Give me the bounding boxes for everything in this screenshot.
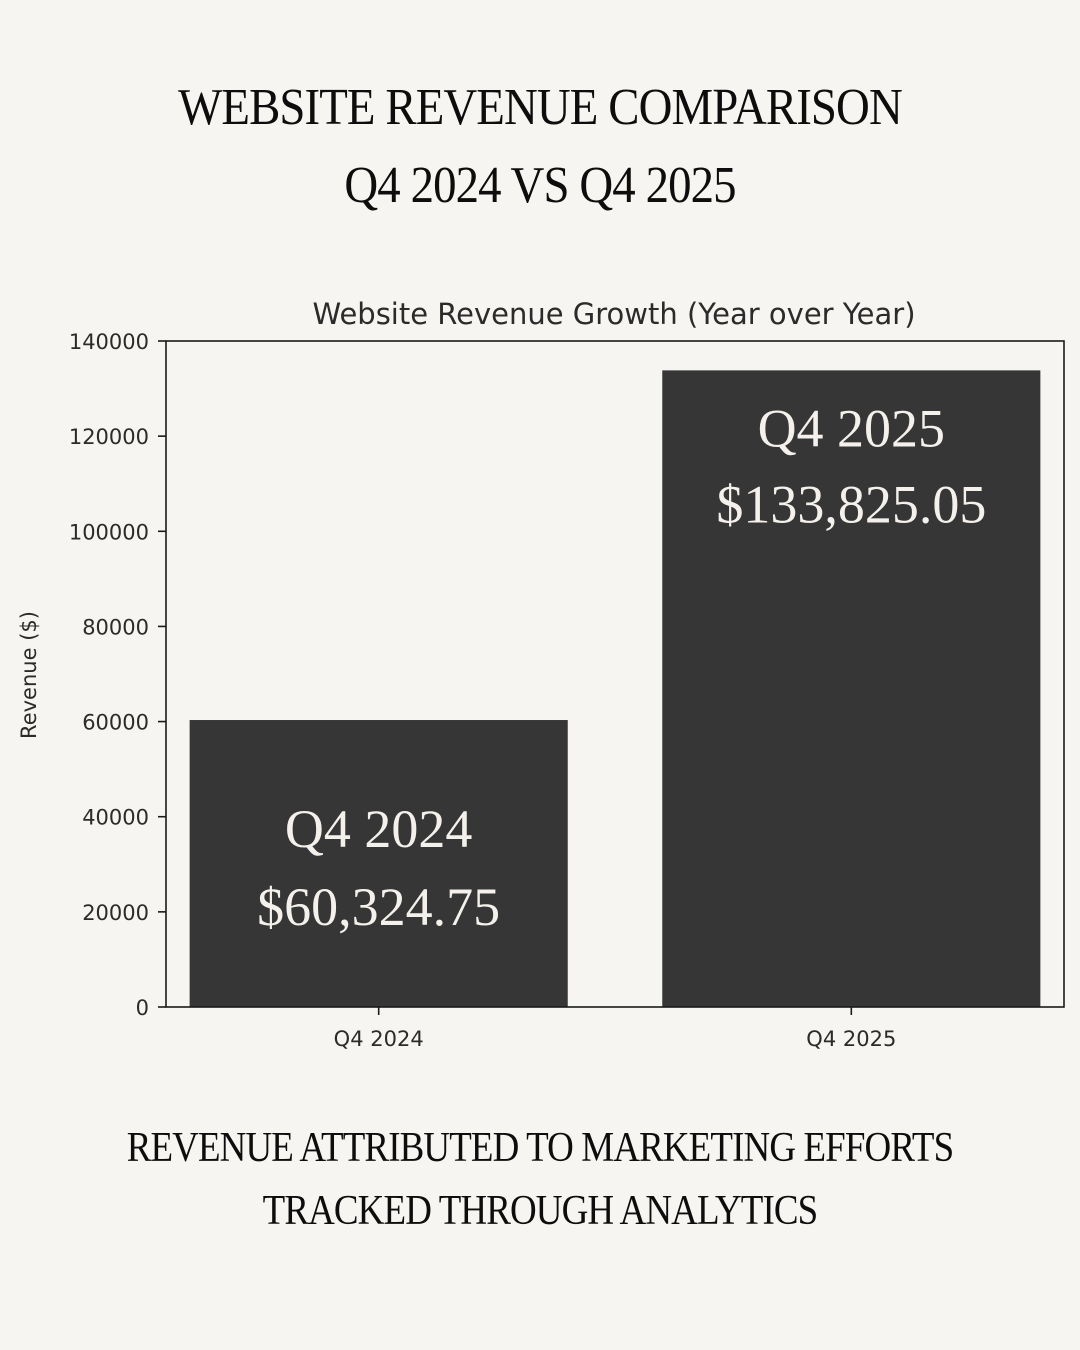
chart-title: Website Revenue Growth (Year over Year)	[312, 297, 915, 331]
y-tick-label: 0	[136, 996, 149, 1020]
y-axis-label: Revenue ($)	[17, 611, 41, 739]
bar-label-value: $133,825.05	[716, 474, 986, 534]
bar-label-value: $60,324.75	[257, 877, 500, 937]
y-axis-ticks: 0 20000 40000 60000 80000 100000 120000 140000	[69, 330, 166, 1020]
plot-frame	[165, 340, 1065, 1008]
bar-label-period: Q4 2025	[758, 398, 946, 458]
y-tick-label: 60000	[82, 711, 149, 735]
footer-line-1: REVENUE ATTRIBUTED TO MARKETING EFFORTS	[126, 1125, 954, 1171]
revenue-bar-chart: Website Revenue Growth (Year over Year) …	[17, 297, 1065, 1051]
page-title-line-2: Q4 2024 VS Q4 2025	[344, 157, 736, 214]
bar-q4-2024	[189, 720, 568, 1007]
bar-label-period: Q4 2024	[285, 799, 473, 859]
y-tick-label: 120000	[69, 425, 149, 449]
x-tick-label: Q4 2024	[334, 1027, 424, 1051]
y-tick-label: 20000	[82, 901, 149, 925]
x-axis-ticks: Q4 2024 Q4 2025	[334, 1007, 896, 1051]
bar-q4-2025	[662, 370, 1041, 1007]
y-tick-label: 140000	[69, 330, 149, 354]
chart-bars: Q4 2024 $60,324.75 Q4 2025 $133,825.05	[189, 370, 1041, 1007]
y-tick-label: 100000	[69, 520, 149, 544]
x-tick-label: Q4 2025	[806, 1027, 896, 1051]
page-title-line-1: WEBSITE REVENUE COMPARISON	[178, 79, 903, 136]
y-tick-label: 80000	[82, 615, 149, 639]
footer-line-2: TRACKED THROUGH ANALYTICS	[262, 1188, 819, 1234]
y-tick-label: 40000	[82, 806, 149, 830]
